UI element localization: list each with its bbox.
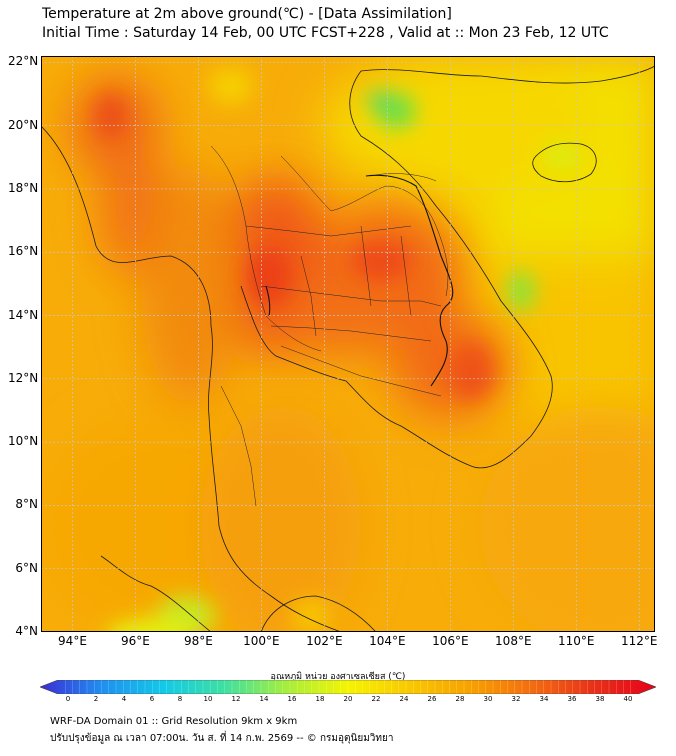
colorbar-tick-label: 26 <box>427 695 437 703</box>
lat-tick-label: 18°N <box>8 180 39 195</box>
lon-tick-label: 100°E <box>243 634 280 648</box>
admin-borders <box>210 145 449 507</box>
colorbar-tick-label: 8 <box>177 695 183 703</box>
lon-tick-label: 102°E <box>306 634 343 648</box>
temperature-map <box>41 56 655 632</box>
colorbar-tick-label: 18 <box>315 695 325 703</box>
lon-tick-label: 104°E <box>369 634 406 648</box>
colorbar-tick-label: 32 <box>511 695 521 703</box>
map-gridlines <box>41 56 655 632</box>
colorbar-tick-label: 24 <box>399 695 409 703</box>
lon-tick-label: 112°E <box>621 634 658 648</box>
lat-tick-label: 8°N <box>15 497 38 512</box>
lon-tick-label: 98°E <box>183 634 213 648</box>
map-title: Temperature at 2m above ground(℃) - [Dat… <box>42 6 452 22</box>
coastlines <box>41 65 655 632</box>
colorbar-gradient <box>40 680 656 694</box>
colorbar-tick-label: 14 <box>259 695 269 703</box>
colorbar-tick-label: 34 <box>539 695 549 703</box>
footer-update-info: ปรับปรุงข้อมูล ณ เวลา 07:00น. วัน ส. ที่… <box>50 733 394 744</box>
colorbar-tick-label: 4 <box>121 695 127 703</box>
lat-tick-label: 16°N <box>8 244 39 259</box>
colorbar-tick-label: 36 <box>567 695 577 703</box>
lon-tick-label: 110°E <box>558 634 595 648</box>
lat-tick-label: 22°N <box>8 54 39 69</box>
colorbar-tick-label: 30 <box>483 695 493 703</box>
lon-tick-label: 106°E <box>432 634 469 648</box>
colorbar-tick-label: 22 <box>371 695 381 703</box>
lon-tick-label: 94°E <box>58 634 87 648</box>
lat-tick-label: 12°N <box>8 370 39 385</box>
lat-tick-label: 10°N <box>8 434 39 449</box>
colorbar-tick-label: 28 <box>455 695 465 703</box>
colorbar-tick-label: 40 <box>623 695 633 703</box>
temperature-field-cool <box>107 68 581 632</box>
colorbar-tick-label: 16 <box>287 695 297 703</box>
lon-tick-label: 96°E <box>121 634 150 648</box>
lat-tick-label: 6°N <box>15 560 38 575</box>
map-frame <box>41 56 655 632</box>
footer-grid-info: WRF-DA Domain 01 :: Grid Resolution 9km … <box>50 716 298 727</box>
temperature-field-sea <box>41 56 655 632</box>
colorbar-tick-label: 6 <box>149 695 155 703</box>
temperature-field-hotspots <box>95 94 493 399</box>
lon-tick-label: 108°E <box>495 634 532 648</box>
colorbar-tick-label: 0 <box>65 695 71 703</box>
lat-tick-label: 14°N <box>8 307 39 322</box>
lat-tick-label: 4°N <box>15 624 38 638</box>
lat-tick-label: 20°N <box>8 117 39 132</box>
colorbar-tick-label: 2 <box>93 695 99 703</box>
colorbar-tick-label: 12 <box>231 695 241 703</box>
colorbar-label: อุณหภูมิ หน่วย องศาเซลเซียส (℃) <box>270 672 406 682</box>
map-subtitle: Initial Time : Saturday 14 Feb, 00 UTC F… <box>42 25 609 41</box>
colorbar <box>40 680 656 694</box>
colorbar-tick-label: 10 <box>203 695 213 703</box>
map-canvas <box>41 56 655 632</box>
colorbar-tick-label: 20 <box>343 695 353 703</box>
country-borders <box>265 174 454 387</box>
colorbar-tick-label: 38 <box>595 695 605 703</box>
